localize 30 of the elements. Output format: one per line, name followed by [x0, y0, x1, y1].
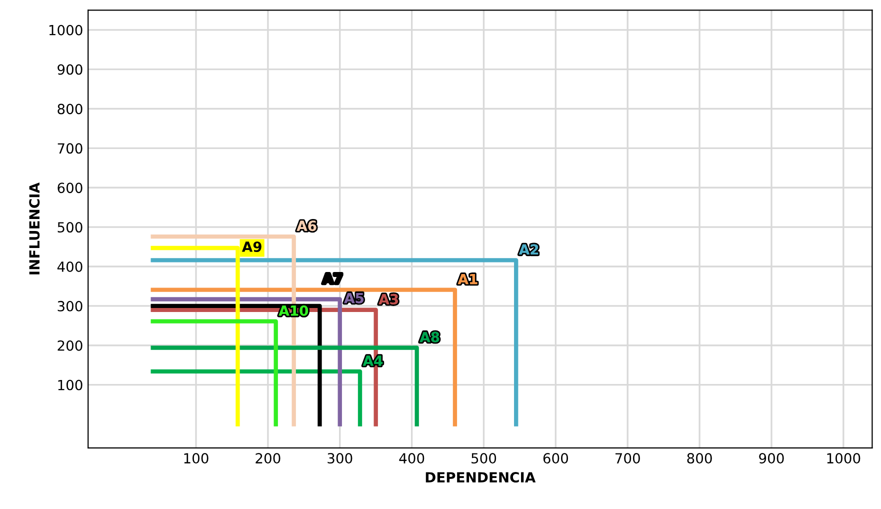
y-tick-label: 1000	[49, 24, 82, 36]
series-label: A5	[344, 292, 364, 304]
x-tick-label: 900	[759, 453, 784, 464]
y-tick-label: 900	[58, 64, 82, 75]
x-axis-title: DEPENDENCIA	[426, 472, 536, 483]
x-tick-label: 200	[256, 453, 280, 464]
y-tick-label: 400	[57, 261, 82, 272]
y-tick-label: 200	[58, 340, 82, 351]
series-label: A7	[322, 273, 342, 284]
x-tick-label: 600	[543, 453, 568, 464]
x-tick-label: 400	[399, 453, 424, 464]
series-label: A2	[518, 244, 538, 255]
x-tick-label: 100	[184, 453, 208, 464]
x-tick-label: 300	[328, 453, 352, 464]
series-label: A6	[296, 220, 316, 232]
y-tick-label: 300	[58, 300, 82, 312]
x-tick-label: 1000	[827, 453, 860, 464]
y-tick-label: 100	[58, 380, 82, 390]
x-tick-label: 700	[615, 453, 640, 464]
y-tick-label: 700	[58, 143, 82, 154]
y-tick-label: 800	[58, 104, 82, 114]
y-tick-label: 500	[58, 222, 82, 233]
x-tick-label: 800	[687, 453, 712, 464]
y-tick-label: 600	[58, 182, 82, 194]
series-label: A3	[378, 294, 398, 304]
series-label: A8	[420, 332, 440, 342]
y-axis-title: INFLUENCIA	[29, 182, 40, 274]
series-label: A1	[458, 274, 478, 284]
series-label: A9	[242, 242, 262, 252]
x-tick-label: 500	[472, 453, 496, 464]
